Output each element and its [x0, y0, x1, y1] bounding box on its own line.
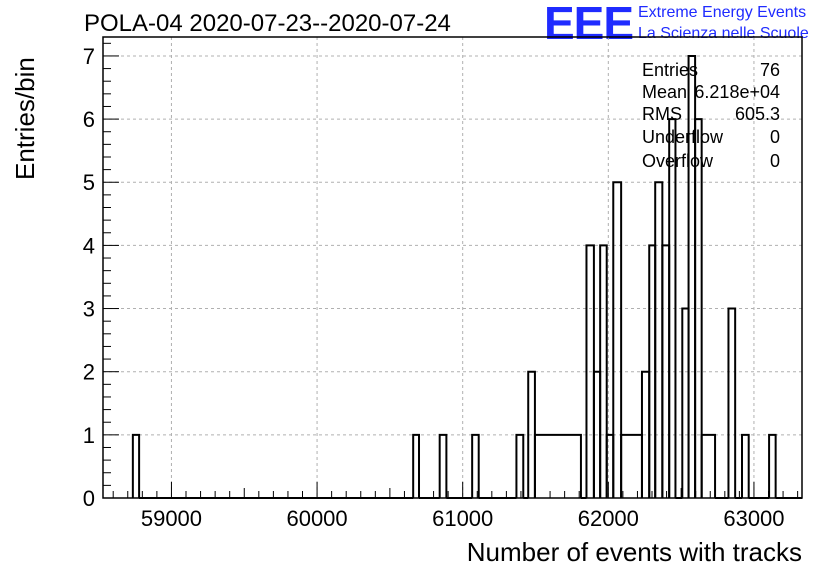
y-tick-label: 5 — [83, 170, 95, 195]
eee-logo: EEE — [544, 0, 634, 49]
histogram-bin — [741, 433, 750, 498]
stats-mean-label: Mean — [642, 82, 688, 102]
y-tick-label: 2 — [83, 360, 95, 385]
plot-border — [102, 36, 803, 499]
histogram-bin — [412, 433, 421, 498]
histogram-bin — [599, 244, 608, 498]
stats-rms-label: RMS — [642, 104, 682, 124]
stats-entries-label: Entries — [642, 60, 699, 80]
x-tick-label: 59000 — [141, 506, 202, 531]
histogram-bin — [515, 433, 525, 498]
axis-ticks: 59000 60000 61000 62000 63000 0 1 2 3 4 5 6 7 — [83, 42, 799, 531]
chart-title: POLA-04 2020-07-23--2020-07-24 — [84, 10, 451, 37]
grid-lines — [103, 37, 802, 498]
histogram-bin — [131, 433, 141, 498]
histogram-bin — [727, 307, 737, 498]
stats-rms-value: 605.3 — [734, 104, 780, 124]
histogram-bin — [668, 118, 677, 498]
histogram-bin — [694, 118, 703, 498]
x-tick-label: 63000 — [723, 506, 784, 531]
stats-overflow-value: 0 — [769, 151, 780, 171]
y-tick-label: 1 — [83, 423, 95, 448]
x-tick-label: 62000 — [578, 506, 639, 531]
stats-overflow-label: Overflow — [642, 151, 714, 171]
histogram-bars — [131, 54, 802, 499]
histogram-bin — [471, 433, 480, 498]
histogram-bin — [612, 181, 623, 498]
stats-entries-value: 76 — [759, 60, 780, 80]
y-tick-label: 6 — [83, 107, 95, 132]
stats-underflow-label: Underflow — [642, 127, 724, 147]
y-tick-label: 3 — [83, 297, 95, 322]
y-tick-label: 7 — [83, 44, 95, 69]
histogram-bin — [620, 433, 643, 498]
x-axis-label: Number of events with tracks — [466, 537, 802, 567]
stats-underflow-value: 0 — [769, 127, 780, 147]
histogram-bin — [768, 433, 777, 498]
histogram-bin — [654, 181, 664, 498]
x-tick-label: 60000 — [286, 506, 347, 531]
plot-frame — [102, 36, 803, 499]
y-tick-label: 4 — [83, 233, 95, 258]
x-tick-label: 61000 — [432, 506, 493, 531]
histogram-bin — [438, 433, 448, 498]
histogram-bin — [700, 433, 717, 498]
logo-subtitle-line1: Extreme Energy Events — [638, 4, 807, 21]
stats-mean-value: 6.218e+04 — [694, 82, 780, 102]
y-tick-label: 0 — [83, 486, 95, 511]
histogram-bin — [533, 433, 582, 498]
